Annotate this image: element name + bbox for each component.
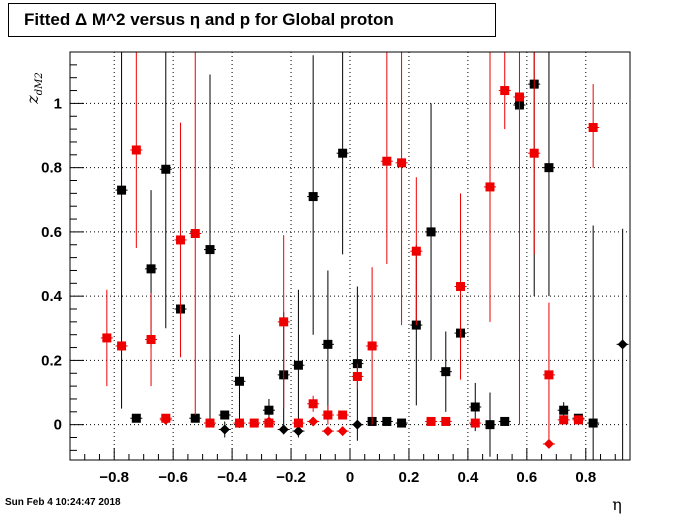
- data-point: [337, 426, 348, 437]
- x-tick-label: 0.8: [575, 469, 596, 486]
- data-series: [100, 52, 629, 460]
- x-tick-label: −0.2: [276, 469, 306, 486]
- data-point: [322, 426, 333, 437]
- data-point: [131, 413, 141, 423]
- data-point: [190, 413, 200, 423]
- y-axis-title: zdM2: [23, 72, 45, 104]
- data-point: [382, 156, 392, 166]
- data-point: [382, 416, 392, 426]
- data-point: [190, 229, 200, 239]
- data-point: [441, 416, 451, 426]
- series-group: [100, 52, 600, 448]
- timestamp: Sun Feb 4 10:24:47 2018: [5, 497, 121, 508]
- data-point: [529, 148, 539, 158]
- data-point: [441, 367, 451, 377]
- axes: −0.8 −0.6 −0.4 −0.2 0 0.2 0.4 0.6 0.8 0 0.2 0.4 0.6 0…: [41, 51, 631, 486]
- data-point: [234, 418, 244, 428]
- x-axis-title: η: [612, 495, 622, 514]
- data-point: [411, 246, 421, 256]
- data-point: [234, 376, 244, 386]
- data-point: [323, 410, 333, 420]
- x-tick-label: −0.4: [217, 469, 247, 486]
- data-point: [573, 415, 583, 425]
- series-group: [218, 228, 629, 460]
- data-point: [485, 182, 495, 192]
- y-axis-title-main: z: [23, 95, 42, 105]
- data-point: [176, 235, 186, 245]
- data-point: [543, 438, 554, 449]
- data-point: [426, 227, 436, 237]
- data-point: [263, 416, 274, 427]
- data-point: [352, 371, 362, 381]
- y-tick-label: 0: [54, 417, 62, 434]
- data-point: [117, 341, 127, 351]
- data-point: [397, 158, 407, 168]
- data-point: [205, 418, 215, 428]
- data-point: [544, 370, 554, 380]
- data-point: [367, 341, 377, 351]
- data-point: [308, 399, 318, 409]
- y-tick-label: 0.8: [41, 160, 62, 177]
- data-point: [500, 416, 510, 426]
- data-point: [278, 424, 289, 435]
- x-tick-label: 0.4: [457, 469, 479, 486]
- data-point: [559, 405, 569, 415]
- data-point: [544, 163, 554, 173]
- chart-title: Fitted Δ M^2 versus η and p for Global p…: [24, 10, 394, 29]
- data-point: [308, 416, 319, 427]
- y-tick-label: 0.4: [41, 288, 63, 305]
- data-point: [514, 92, 524, 102]
- svg-text:zdM2: zdM2: [23, 72, 45, 104]
- data-point: [456, 282, 466, 292]
- grid-lines: [70, 52, 630, 460]
- data-point: [559, 415, 569, 425]
- data-point: [264, 405, 274, 415]
- data-point: [308, 192, 318, 202]
- data-point: [470, 402, 480, 412]
- y-tick-label: 0.6: [41, 224, 62, 241]
- data-point: [146, 335, 156, 345]
- data-point: [293, 360, 303, 370]
- data-point: [219, 424, 230, 435]
- chart-title-box: Fitted Δ M^2 versus η and p for Global p…: [8, 3, 496, 37]
- data-point: [500, 86, 510, 96]
- data-point: [426, 416, 436, 426]
- x-tick-label: 0: [346, 469, 354, 486]
- data-point: [338, 410, 348, 420]
- y-tick-label: 1: [54, 95, 62, 112]
- data-point: [146, 264, 156, 274]
- data-point: [220, 410, 230, 420]
- data-point: [279, 317, 289, 327]
- data-point: [249, 418, 259, 428]
- data-point: [338, 148, 348, 158]
- data-point: [617, 339, 628, 350]
- data-point: [352, 419, 363, 430]
- data-point: [205, 245, 215, 255]
- data-point: [470, 418, 480, 428]
- data-point: [485, 420, 495, 430]
- data-point: [160, 414, 171, 425]
- data-point: [588, 122, 598, 132]
- y-axis-title-sub: dM2: [34, 72, 45, 95]
- x-tick-label: −0.8: [99, 469, 129, 486]
- x-tick-label: 0.6: [516, 469, 537, 486]
- series-group: [159, 414, 555, 449]
- data-point: [293, 426, 304, 437]
- data-point: [293, 418, 303, 428]
- data-point: [323, 339, 333, 349]
- data-point: [397, 418, 407, 428]
- data-point: [588, 418, 598, 428]
- data-point: [117, 185, 127, 195]
- y-tick-label: 0.2: [41, 352, 62, 369]
- data-point: [131, 145, 141, 155]
- x-tick-label: −0.6: [158, 469, 188, 486]
- data-point: [161, 164, 171, 174]
- x-tick-label: 0.2: [399, 469, 420, 486]
- data-point: [102, 333, 112, 343]
